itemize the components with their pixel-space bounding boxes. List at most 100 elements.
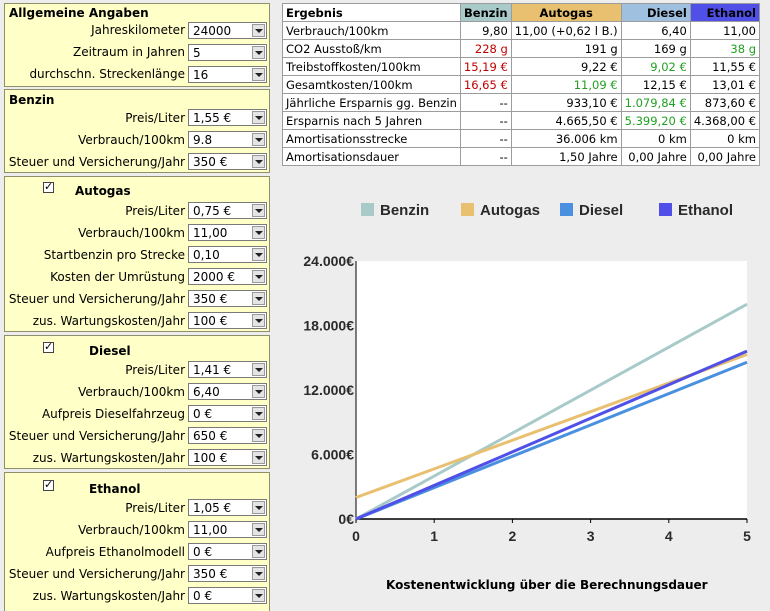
results-cell: 11,00 xyxy=(689,21,761,40)
benzin-verbrauch-select[interactable]: 9.8 xyxy=(188,131,267,148)
autogas-startbenzin-select[interactable]: 0,10 xyxy=(188,246,267,263)
results-cell: 4.368,00 € xyxy=(689,111,761,130)
results-cell: 228 g xyxy=(459,39,512,58)
ethanol-checkbox[interactable]: ✓ xyxy=(43,478,54,491)
row-label: Preis/Liter xyxy=(125,363,185,377)
diesel-aufpreis-select[interactable]: 0 € xyxy=(188,405,267,422)
chevron-down-icon[interactable] xyxy=(252,451,265,464)
jahreskilometer-select[interactable]: 24000 xyxy=(188,22,267,39)
chevron-down-icon[interactable] xyxy=(252,407,265,420)
diesel-verbrauch-select[interactable]: 6,40 xyxy=(188,383,267,400)
chart-caption: Kostenentwicklung über die Berechnungsda… xyxy=(386,578,708,592)
chart-plot: 0 1 2 3 4 5 0€ 6.000€ 12.000€ 18.000€ 24.000€ xyxy=(303,253,751,544)
results-row-label: CO2 Ausstoß/km xyxy=(282,39,461,58)
legend-item-autogas: Autogas xyxy=(461,202,540,219)
results-table: Ergebnis Benzin Autogas Diesel Ethanol V… xyxy=(282,3,761,166)
chevron-down-icon[interactable] xyxy=(252,24,265,37)
chevron-down-icon[interactable] xyxy=(252,46,265,59)
ethanol-verbrauch-select[interactable]: 11,00 xyxy=(188,521,267,538)
chevron-down-icon[interactable] xyxy=(252,545,265,558)
row-label: Aufpreis Dieselfahrzeug xyxy=(41,407,185,421)
autogas-preis-select[interactable]: 0,75 € xyxy=(188,202,267,219)
results-cell: 0,00 Jahre xyxy=(620,147,691,166)
chevron-down-icon[interactable] xyxy=(252,155,265,168)
autogas-checkbox[interactable]: ✓ xyxy=(43,180,54,193)
results-cell: 11,55 € xyxy=(689,57,761,76)
autogas-steuer-select[interactable]: 350 € xyxy=(188,290,267,307)
y-tick-label: 18.000€ xyxy=(303,318,354,334)
results-cell: 933,10 € xyxy=(510,93,622,112)
chevron-down-icon[interactable] xyxy=(252,226,265,239)
results-row-label: Jährliche Ersparnis gg. Benzin xyxy=(282,93,461,112)
results-cell: 16,65 € xyxy=(459,75,512,94)
y-tick-label: 6.000€ xyxy=(311,447,354,463)
diesel-steuer-select[interactable]: 650 € xyxy=(188,427,267,444)
benzin-preis-select[interactable]: 1,55 € xyxy=(188,109,267,126)
zeitraum-select[interactable]: 5 xyxy=(188,44,267,61)
chevron-down-icon[interactable] xyxy=(252,314,265,327)
ethanol-aufpreis-select[interactable]: 0 € xyxy=(188,543,267,560)
row-label: Steuer und Versicherung/Jahr xyxy=(8,292,185,306)
results-cell: 1,50 Jahre xyxy=(510,147,622,166)
diesel-preis-select[interactable]: 1,41 € xyxy=(188,361,267,378)
chevron-down-icon[interactable] xyxy=(252,589,265,602)
results-cell: 13,01 € xyxy=(689,75,761,94)
legend-item-diesel: Diesel xyxy=(560,202,623,219)
row-label: Verbrauch/100km xyxy=(78,226,185,240)
chevron-down-icon[interactable] xyxy=(252,501,265,514)
chevron-down-icon[interactable] xyxy=(252,567,265,580)
ethanol-wartung-select[interactable]: 0 € xyxy=(188,587,267,604)
ethanol-preis-select[interactable]: 1,05 € xyxy=(188,499,267,516)
x-tick-label: 4 xyxy=(665,528,673,544)
streckenlaenge-select[interactable]: 16 xyxy=(188,66,267,83)
chevron-down-icon[interactable] xyxy=(252,111,265,124)
legend-swatch xyxy=(361,203,374,216)
row-label: Startbenzin pro Strecke xyxy=(43,248,185,262)
autogas-umruestung-select[interactable]: 2000 € xyxy=(188,268,267,285)
autogas-verbrauch-select[interactable]: 11,00 xyxy=(188,224,267,241)
series-line-ethanol xyxy=(355,349,748,521)
chevron-down-icon[interactable] xyxy=(252,523,265,536)
chevron-down-icon[interactable] xyxy=(252,204,265,217)
legend-item-benzin: Benzin xyxy=(361,202,429,219)
diesel-panel: ✓ Diesel Preis/Liter 1,41 € Verbrauch/10… xyxy=(4,335,270,469)
results-cell: 12,15 € xyxy=(620,75,691,94)
row-label: Zeitraum in Jahren xyxy=(73,45,185,59)
results-header-benzin: Benzin xyxy=(459,3,512,22)
row-label: Verbrauch/100km xyxy=(78,133,185,147)
results-row-label: Gesamtkosten/100km xyxy=(282,75,461,94)
results-cell: -- xyxy=(459,111,512,130)
results-row: Verbrauch/100km 9,80 11,00 (+0,62 l B.) 6,4… xyxy=(282,21,761,40)
results-cell: -- xyxy=(459,129,512,148)
diesel-wartung-select[interactable]: 100 € xyxy=(188,449,267,466)
results-row: Treibstoffkosten/100km 15,19 €9,22 €9,02 … xyxy=(282,57,761,76)
results-cell: 15,19 € xyxy=(459,57,512,76)
autogas-wartung-select[interactable]: 100 € xyxy=(188,312,267,329)
chevron-down-icon[interactable] xyxy=(252,68,265,81)
results-row: Amortisationsstrecke -- 36.006 km 0 km 0 km xyxy=(282,129,761,148)
chevron-down-icon[interactable] xyxy=(252,270,265,283)
legend-swatch xyxy=(659,203,672,216)
results-cell: -- xyxy=(459,147,512,166)
chevron-down-icon[interactable] xyxy=(252,248,265,261)
chevron-down-icon[interactable] xyxy=(252,429,265,442)
benzin-steuer-select[interactable]: 350 € xyxy=(188,153,267,170)
row-label: Steuer und Versicherung/Jahr xyxy=(8,429,185,443)
results-cell: 5.399,20 € xyxy=(620,111,691,130)
chevron-down-icon[interactable] xyxy=(252,363,265,376)
diesel-checkbox[interactable]: ✓ xyxy=(43,340,54,353)
legend-swatch xyxy=(461,203,474,216)
chevron-down-icon[interactable] xyxy=(252,133,265,146)
results-cell: 0 km xyxy=(689,129,761,148)
panel-title: Allgemeine Angaben xyxy=(9,6,149,20)
chevron-down-icon[interactable] xyxy=(252,385,265,398)
x-tick-label: 5 xyxy=(743,528,751,544)
ethanol-steuer-select[interactable]: 350 € xyxy=(188,565,267,582)
chevron-down-icon[interactable] xyxy=(252,292,265,305)
autogas-panel: ✓ Autogas Preis/Liter 0,75 € Verbrauch/1… xyxy=(4,176,270,332)
row-label: durchschn. Streckenlänge xyxy=(29,67,185,81)
ethanol-panel: ✓ Ethanol Preis/Liter 1,05 € Verbrauch/1… xyxy=(4,472,270,611)
results-header-label: Ergebnis xyxy=(282,3,461,22)
results-cell: 1.079,84 € xyxy=(620,93,691,112)
results-cell: 191 g xyxy=(510,39,622,58)
